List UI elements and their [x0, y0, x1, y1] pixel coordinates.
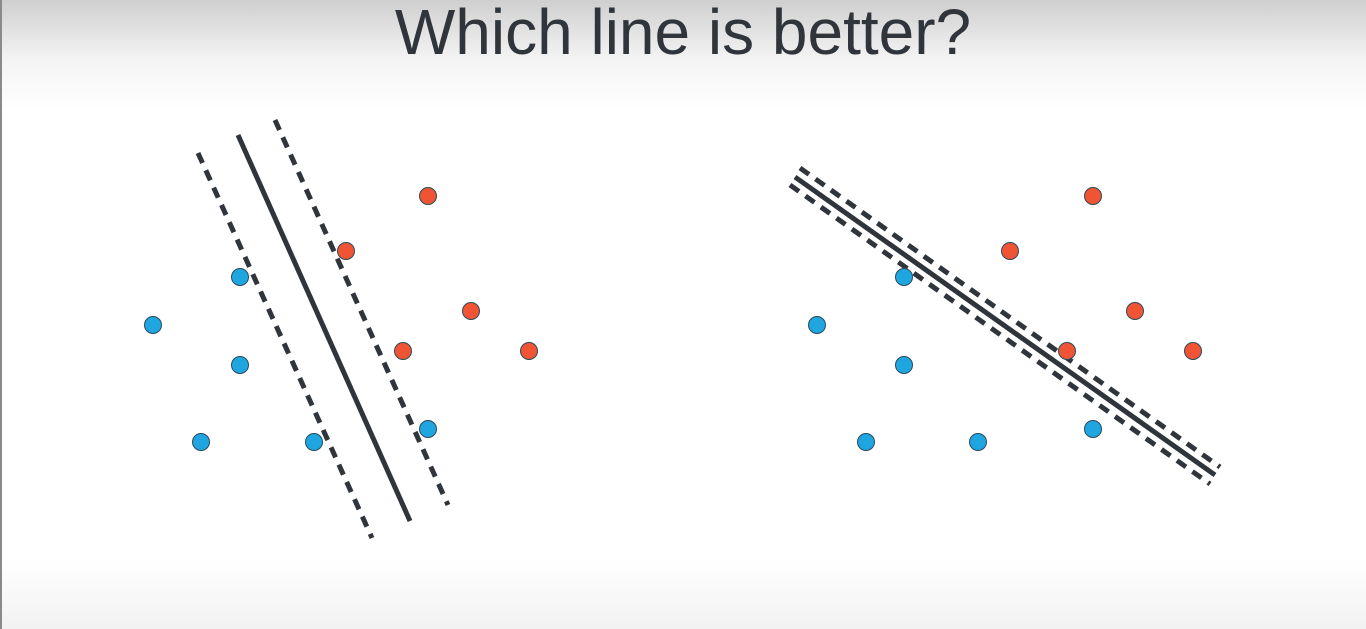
- blue-point: [969, 433, 987, 451]
- blue-point: [192, 433, 210, 451]
- red-point: [394, 342, 412, 360]
- red-point: [1184, 342, 1202, 360]
- blue-point: [144, 316, 162, 334]
- blue-point: [1084, 420, 1102, 438]
- margin-dashed-line: [195, 151, 375, 540]
- red-point: [1001, 242, 1019, 260]
- blue-point: [231, 356, 249, 374]
- red-point: [462, 302, 480, 320]
- blue-point: [231, 268, 249, 286]
- separating-line: [793, 174, 1217, 478]
- red-point: [1084, 187, 1102, 205]
- slide-left-edge: [0, 0, 2, 629]
- red-point: [1058, 342, 1076, 360]
- red-point: [1126, 302, 1144, 320]
- blue-point: [895, 356, 913, 374]
- left-panel: [144, 118, 538, 540]
- red-point: [419, 187, 437, 205]
- right-panel: [788, 165, 1222, 487]
- blue-point: [857, 433, 875, 451]
- red-point: [520, 342, 538, 360]
- margin-dashed-line: [788, 182, 1212, 487]
- blue-point: [419, 420, 437, 438]
- blue-point: [808, 316, 826, 334]
- blue-point: [895, 268, 913, 286]
- slide-title: Which line is better?: [394, 0, 972, 68]
- margin-dashed-line: [798, 165, 1222, 470]
- blue-point: [305, 433, 323, 451]
- margin-dashed-line: [272, 118, 451, 507]
- red-point: [337, 242, 355, 260]
- separating-line: [235, 133, 413, 523]
